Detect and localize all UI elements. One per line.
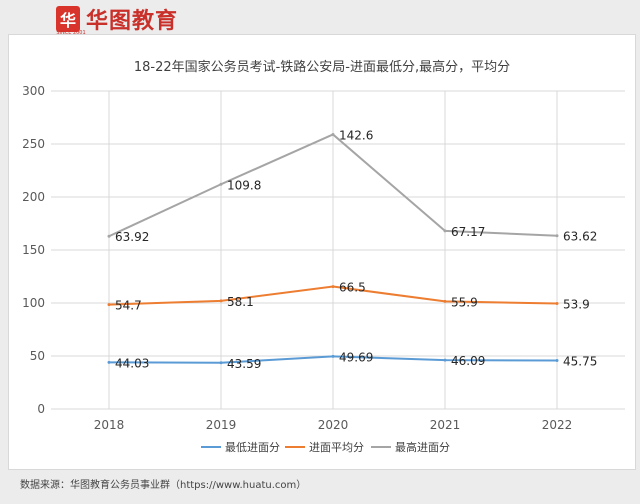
header: 华 华图教育 SINCE 2001: [0, 0, 640, 36]
x-tick-label: 2018: [94, 418, 125, 432]
y-tick-label: 0: [37, 402, 45, 416]
data-point: [331, 132, 335, 136]
data-label: 53.9: [563, 298, 590, 312]
data-point: [219, 299, 223, 303]
brand-logo[interactable]: 华 华图教育 SINCE 2001: [56, 3, 179, 36]
legend-label: 最低进面分: [225, 441, 280, 454]
chart-frame: 18-22年国家公务员考试-铁路公安局-进面最低分,最高分，平均分 0 50 100…: [8, 34, 636, 470]
data-point: [443, 299, 447, 303]
data-label: 63.92: [115, 230, 149, 244]
data-label: 49.69: [339, 350, 373, 364]
data-point: [443, 358, 447, 362]
x-tick-label: 2022: [542, 418, 573, 432]
data-point: [107, 234, 111, 238]
data-point: [443, 229, 447, 233]
brand-name: 华图教育: [86, 9, 179, 34]
data-label: 67.17: [451, 225, 485, 239]
data-point: [219, 182, 223, 186]
data-label: 58.1: [227, 295, 254, 309]
y-tick-label: 150: [22, 243, 45, 257]
data-label: 63.62: [563, 230, 597, 244]
legend-label: 最高进面分: [395, 440, 450, 454]
data-label: 46.09: [451, 354, 485, 368]
y-tick-label: 200: [22, 190, 45, 204]
y-tick-label: 250: [22, 137, 45, 151]
x-tick-label: 2019: [206, 418, 237, 432]
y-tick-label: 100: [22, 296, 45, 310]
data-point: [555, 359, 559, 363]
data-point: [555, 302, 559, 306]
data-label: 109.8: [227, 178, 261, 192]
data-label: 45.75: [563, 355, 597, 369]
brand-subtitle: SINCE 2001: [56, 30, 86, 36]
x-tick-label: 2021: [430, 418, 461, 432]
data-label: 55.9: [451, 295, 478, 309]
data-label: 66.5: [339, 281, 366, 295]
y-tick-label: 300: [22, 84, 45, 98]
legend-label: 进面平均分: [309, 441, 364, 454]
chart-title: 18-22年国家公务员考试-铁路公安局-进面最低分,最高分，平均分: [134, 59, 510, 75]
data-point: [331, 354, 335, 358]
huatu-logo-icon: 华: [56, 6, 80, 32]
data-source-note: 数据来源：华图教育公务员事业群（https://www.huatu.com）: [20, 480, 307, 491]
data-point: [107, 303, 111, 307]
y-tick-label: 50: [30, 349, 45, 363]
data-label: 43.59: [227, 357, 261, 371]
line-chart: 18-22年国家公务员考试-铁路公安局-进面最低分,最高分，平均分 0 50 100…: [22, 59, 625, 454]
data-label: 44.03: [115, 356, 149, 370]
data-point: [555, 234, 559, 238]
data-point: [331, 285, 335, 289]
data-label: 142.6: [339, 128, 373, 142]
data-point: [107, 360, 111, 364]
data-label: 54.7: [115, 299, 142, 313]
data-point: [219, 361, 223, 365]
x-tick-label: 2020: [318, 418, 349, 432]
